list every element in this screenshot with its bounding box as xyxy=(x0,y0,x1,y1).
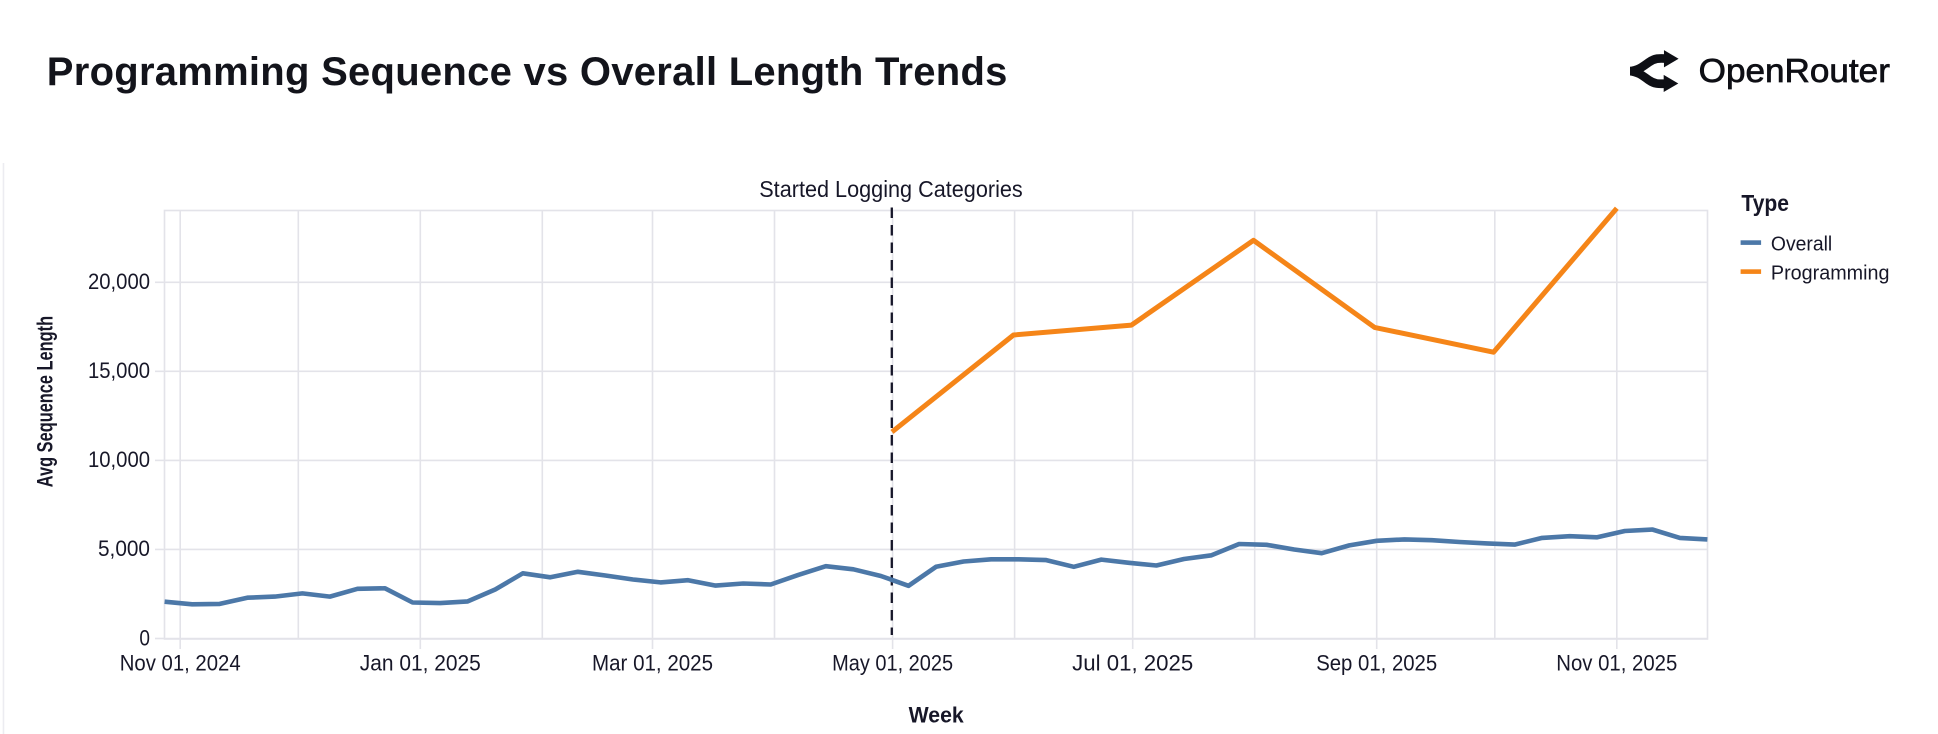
svg-text:Sep 01, 2025: Sep 01, 2025 xyxy=(1316,651,1437,676)
svg-text:Nov 01, 2024: Nov 01, 2024 xyxy=(120,651,241,676)
svg-text:Type: Type xyxy=(1741,190,1789,216)
svg-text:Mar 01, 2025: Mar 01, 2025 xyxy=(592,651,713,676)
svg-text:Overall: Overall xyxy=(1771,232,1832,255)
svg-text:10,000: 10,000 xyxy=(88,447,150,472)
svg-text:0: 0 xyxy=(139,625,150,650)
svg-text:Week: Week xyxy=(909,702,965,727)
svg-text:May 01, 2025: May 01, 2025 xyxy=(832,651,953,676)
svg-text:15,000: 15,000 xyxy=(88,358,150,383)
svg-text:Programming: Programming xyxy=(1771,261,1890,284)
svg-text:OpenRouter: OpenRouter xyxy=(1699,52,1890,89)
svg-text:5,000: 5,000 xyxy=(98,536,150,561)
svg-text:Nov 01, 2025: Nov 01, 2025 xyxy=(1556,651,1677,676)
svg-text:Jan 01, 2025: Jan 01, 2025 xyxy=(360,651,481,676)
svg-text:Started Logging Categories: Started Logging Categories xyxy=(759,176,1023,202)
svg-text:20,000: 20,000 xyxy=(88,269,150,294)
svg-text:Jul 01, 2025: Jul 01, 2025 xyxy=(1072,651,1193,676)
svg-text:Avg Sequence Length: Avg Sequence Length xyxy=(32,316,57,487)
